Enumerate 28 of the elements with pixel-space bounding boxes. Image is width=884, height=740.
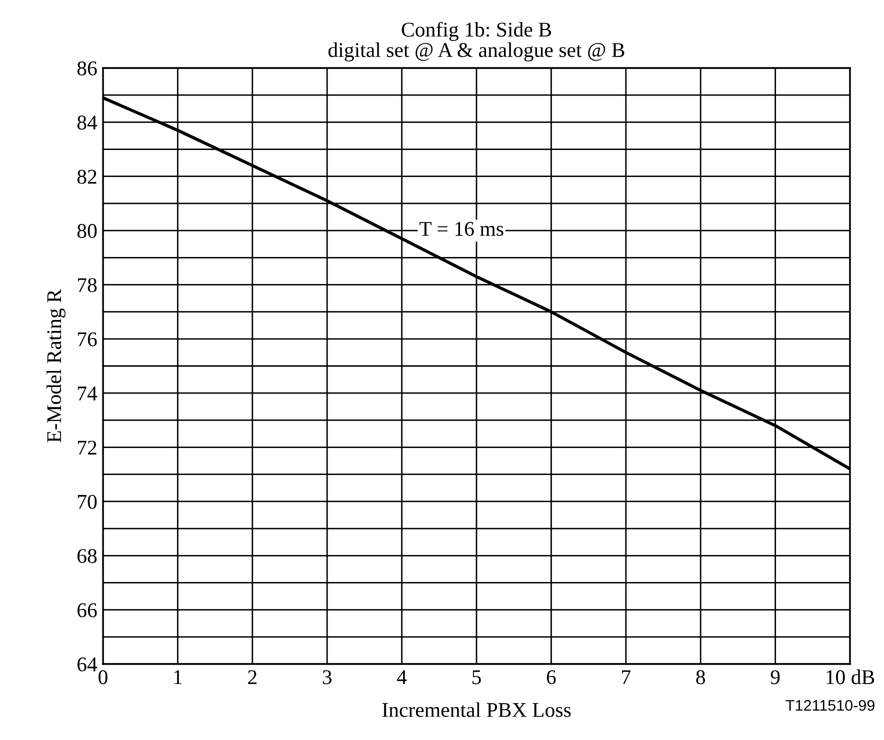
x-tick-label: 4 bbox=[397, 670, 407, 684]
x-tick-label: 7 bbox=[622, 670, 631, 684]
y-tick-label: 80 bbox=[77, 224, 97, 238]
x-tick-label: 5 bbox=[472, 670, 481, 684]
x-tick-label: 8 bbox=[696, 670, 706, 684]
y-tick-label: 68 bbox=[78, 549, 97, 564]
y-axis-title: E-Model Rating R bbox=[46, 289, 66, 442]
x-tick-label: 0 bbox=[98, 670, 108, 684]
x-tick-label: 1 bbox=[174, 670, 182, 684]
y-tick-label: 74 bbox=[78, 386, 98, 400]
x-tick-label: 3 bbox=[322, 670, 332, 684]
x-axis-title: Incremental PBX Loss bbox=[382, 702, 571, 717]
x-tick-label: 6 bbox=[546, 670, 556, 684]
annotation: T = 16 ms bbox=[420, 222, 504, 236]
y-tick-label: 78 bbox=[78, 278, 97, 292]
y-tick-label: 86 bbox=[77, 61, 97, 76]
y-tick-label: 66 bbox=[78, 603, 97, 618]
y-tick-label: 64 bbox=[78, 657, 98, 672]
y-tick-label: 72 bbox=[78, 440, 96, 454]
y-tick-label: 82 bbox=[77, 170, 96, 184]
y-tick-label: 76 bbox=[78, 332, 97, 346]
x-tick-label: 2 bbox=[248, 670, 256, 684]
y-tick-label: 84 bbox=[77, 116, 98, 130]
x-tick-label: 9 bbox=[770, 670, 780, 684]
y-tick-label: 70 bbox=[78, 494, 97, 509]
text: T1211510-99 bbox=[786, 700, 874, 711]
chart-title: Config 1b: Side B digital set @ A & analogue set @ B bbox=[328, 22, 624, 62]
x-tick-label: 10 dB bbox=[826, 670, 874, 684]
